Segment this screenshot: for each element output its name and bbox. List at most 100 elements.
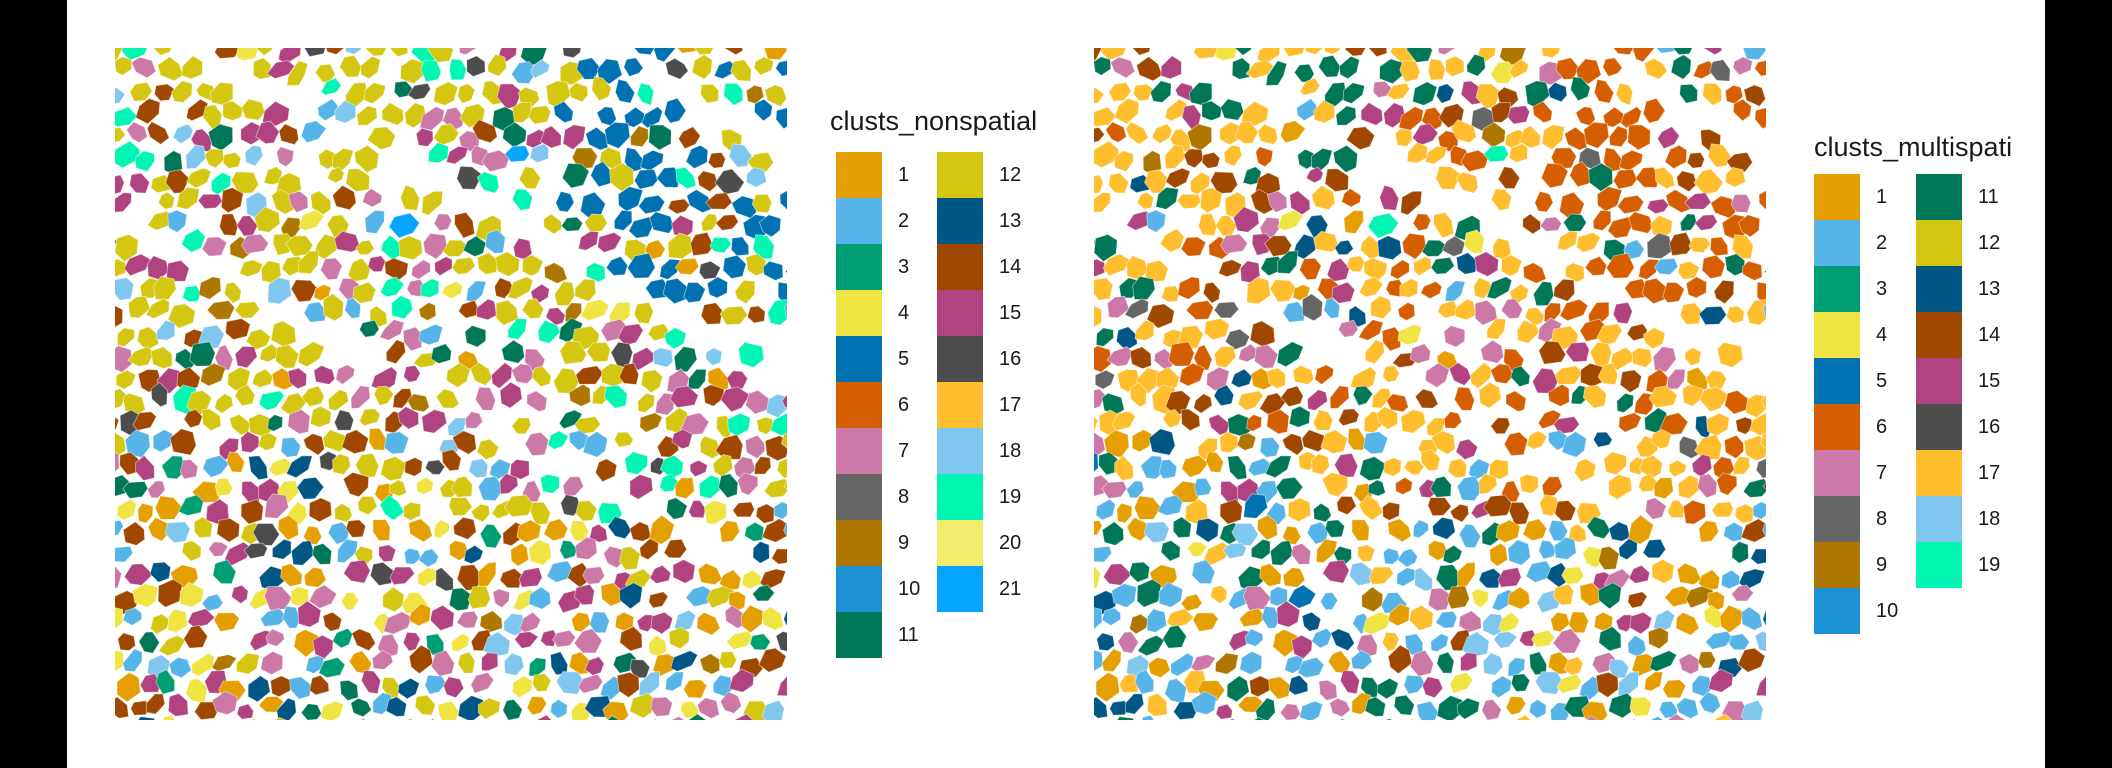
cell-polygon: [116, 327, 136, 347]
cell-polygon: [1592, 431, 1613, 448]
cell-polygon: [115, 106, 138, 128]
cell-polygon: [204, 148, 225, 169]
cell-polygon: [1597, 582, 1622, 610]
cell-polygon: [732, 501, 755, 518]
cell-polygon: [463, 544, 484, 565]
cell-polygon: [1403, 459, 1425, 475]
cell-polygon: [697, 562, 723, 586]
cell-polygon: [1608, 692, 1636, 719]
cell-polygon: [115, 174, 125, 195]
cell-polygon: [1146, 303, 1175, 329]
cell-polygon: [277, 514, 300, 541]
cell-polygon: [1524, 307, 1545, 326]
cell-polygon: [445, 362, 471, 388]
cell-polygon: [1146, 209, 1167, 233]
cell-polygon: [1261, 605, 1281, 629]
cell-polygon: [1394, 127, 1413, 147]
cell-polygon: [1379, 184, 1400, 211]
cell-polygon: [1652, 346, 1677, 373]
cell-polygon: [259, 608, 288, 628]
cell-polygon: [1662, 679, 1687, 699]
cell-polygon: [1296, 98, 1318, 122]
cell-polygon: [1581, 700, 1609, 720]
cell-polygon: [683, 281, 706, 304]
cell-polygon: [1094, 258, 1106, 278]
cell-polygon: [1209, 171, 1239, 195]
cell-polygon: [150, 613, 170, 635]
cell-polygon: [202, 454, 230, 478]
cell-polygon: [1359, 456, 1387, 482]
cell-polygon: [127, 346, 155, 367]
cell-polygon: [1160, 55, 1182, 80]
cell-polygon: [1416, 700, 1439, 720]
cell-polygon: [1101, 648, 1122, 673]
cell-polygon: [1570, 76, 1591, 102]
cell-polygon: [1754, 107, 1766, 130]
cell-polygon: [1461, 631, 1490, 658]
cell-polygon: [1547, 82, 1568, 103]
cell-polygon: [186, 167, 212, 189]
cell-polygon: [1115, 326, 1138, 352]
cell-polygon: [260, 650, 284, 676]
cell-polygon: [507, 276, 534, 300]
cell-polygon: [568, 82, 589, 103]
legend-key-label: 10: [1876, 600, 1899, 622]
cell-polygon: [1352, 385, 1374, 407]
cell-polygon: [333, 409, 355, 431]
cell-polygon: [334, 502, 353, 523]
cell-polygon: [722, 254, 747, 280]
cell-polygon: [686, 189, 712, 214]
cell-polygon: [183, 624, 208, 649]
cell-polygon: [1617, 671, 1640, 697]
cell-polygon: [382, 586, 405, 613]
cell-polygon: [1397, 302, 1416, 321]
cell-polygon: [129, 172, 150, 194]
cell-polygon: [718, 651, 738, 669]
cell-polygon: [580, 298, 610, 322]
cell-polygon: [1716, 472, 1738, 496]
cell-polygon: [154, 83, 175, 102]
cell-polygon: [1688, 236, 1711, 254]
cell-polygon: [1723, 521, 1744, 542]
cell-polygon: [1701, 254, 1726, 280]
cell-polygon: [518, 166, 542, 190]
cell-polygon: [624, 147, 645, 173]
cell-polygon: [696, 611, 721, 636]
cell-polygon: [201, 408, 222, 432]
cell-polygon: [1185, 300, 1215, 320]
cell-polygon: [1124, 693, 1145, 715]
cell-polygon: [150, 346, 173, 370]
cell-polygon: [1698, 691, 1721, 714]
legend-title: clusts_multispati: [1814, 132, 2013, 162]
cell-polygon: [528, 539, 552, 566]
cell-polygon: [253, 206, 281, 233]
cell-polygon: [198, 276, 222, 300]
cell-polygon: [1313, 99, 1336, 124]
cell-polygon: [352, 281, 377, 304]
cell-polygon: [1495, 519, 1521, 543]
cell-polygon: [1579, 582, 1602, 607]
cell-polygon: [115, 545, 134, 563]
cell-polygon: [271, 538, 292, 560]
cell-polygon: [1132, 275, 1156, 301]
cell-polygon: [596, 106, 617, 127]
cell-polygon: [255, 48, 273, 56]
cell-polygon: [1403, 674, 1426, 695]
cell-polygon: [147, 516, 170, 542]
cell-polygon: [1116, 716, 1134, 720]
legend-key-label: 4: [898, 302, 910, 324]
cell-polygon: [1455, 298, 1476, 321]
cell-polygon: [1412, 519, 1430, 539]
cell-polygon: [1226, 675, 1250, 703]
cell-polygon: [155, 669, 176, 695]
cell-polygon: [613, 209, 633, 231]
cell-polygon: [1382, 547, 1401, 565]
cell-polygon: [1239, 650, 1263, 676]
cell-polygon: [745, 389, 770, 415]
cell-polygon: [430, 649, 455, 677]
legend-key-swatch: [937, 244, 983, 290]
cell-polygon: [1236, 432, 1257, 451]
cell-polygon: [1281, 433, 1304, 456]
cell-polygon: [450, 475, 473, 498]
cell-polygon: [1311, 147, 1333, 172]
